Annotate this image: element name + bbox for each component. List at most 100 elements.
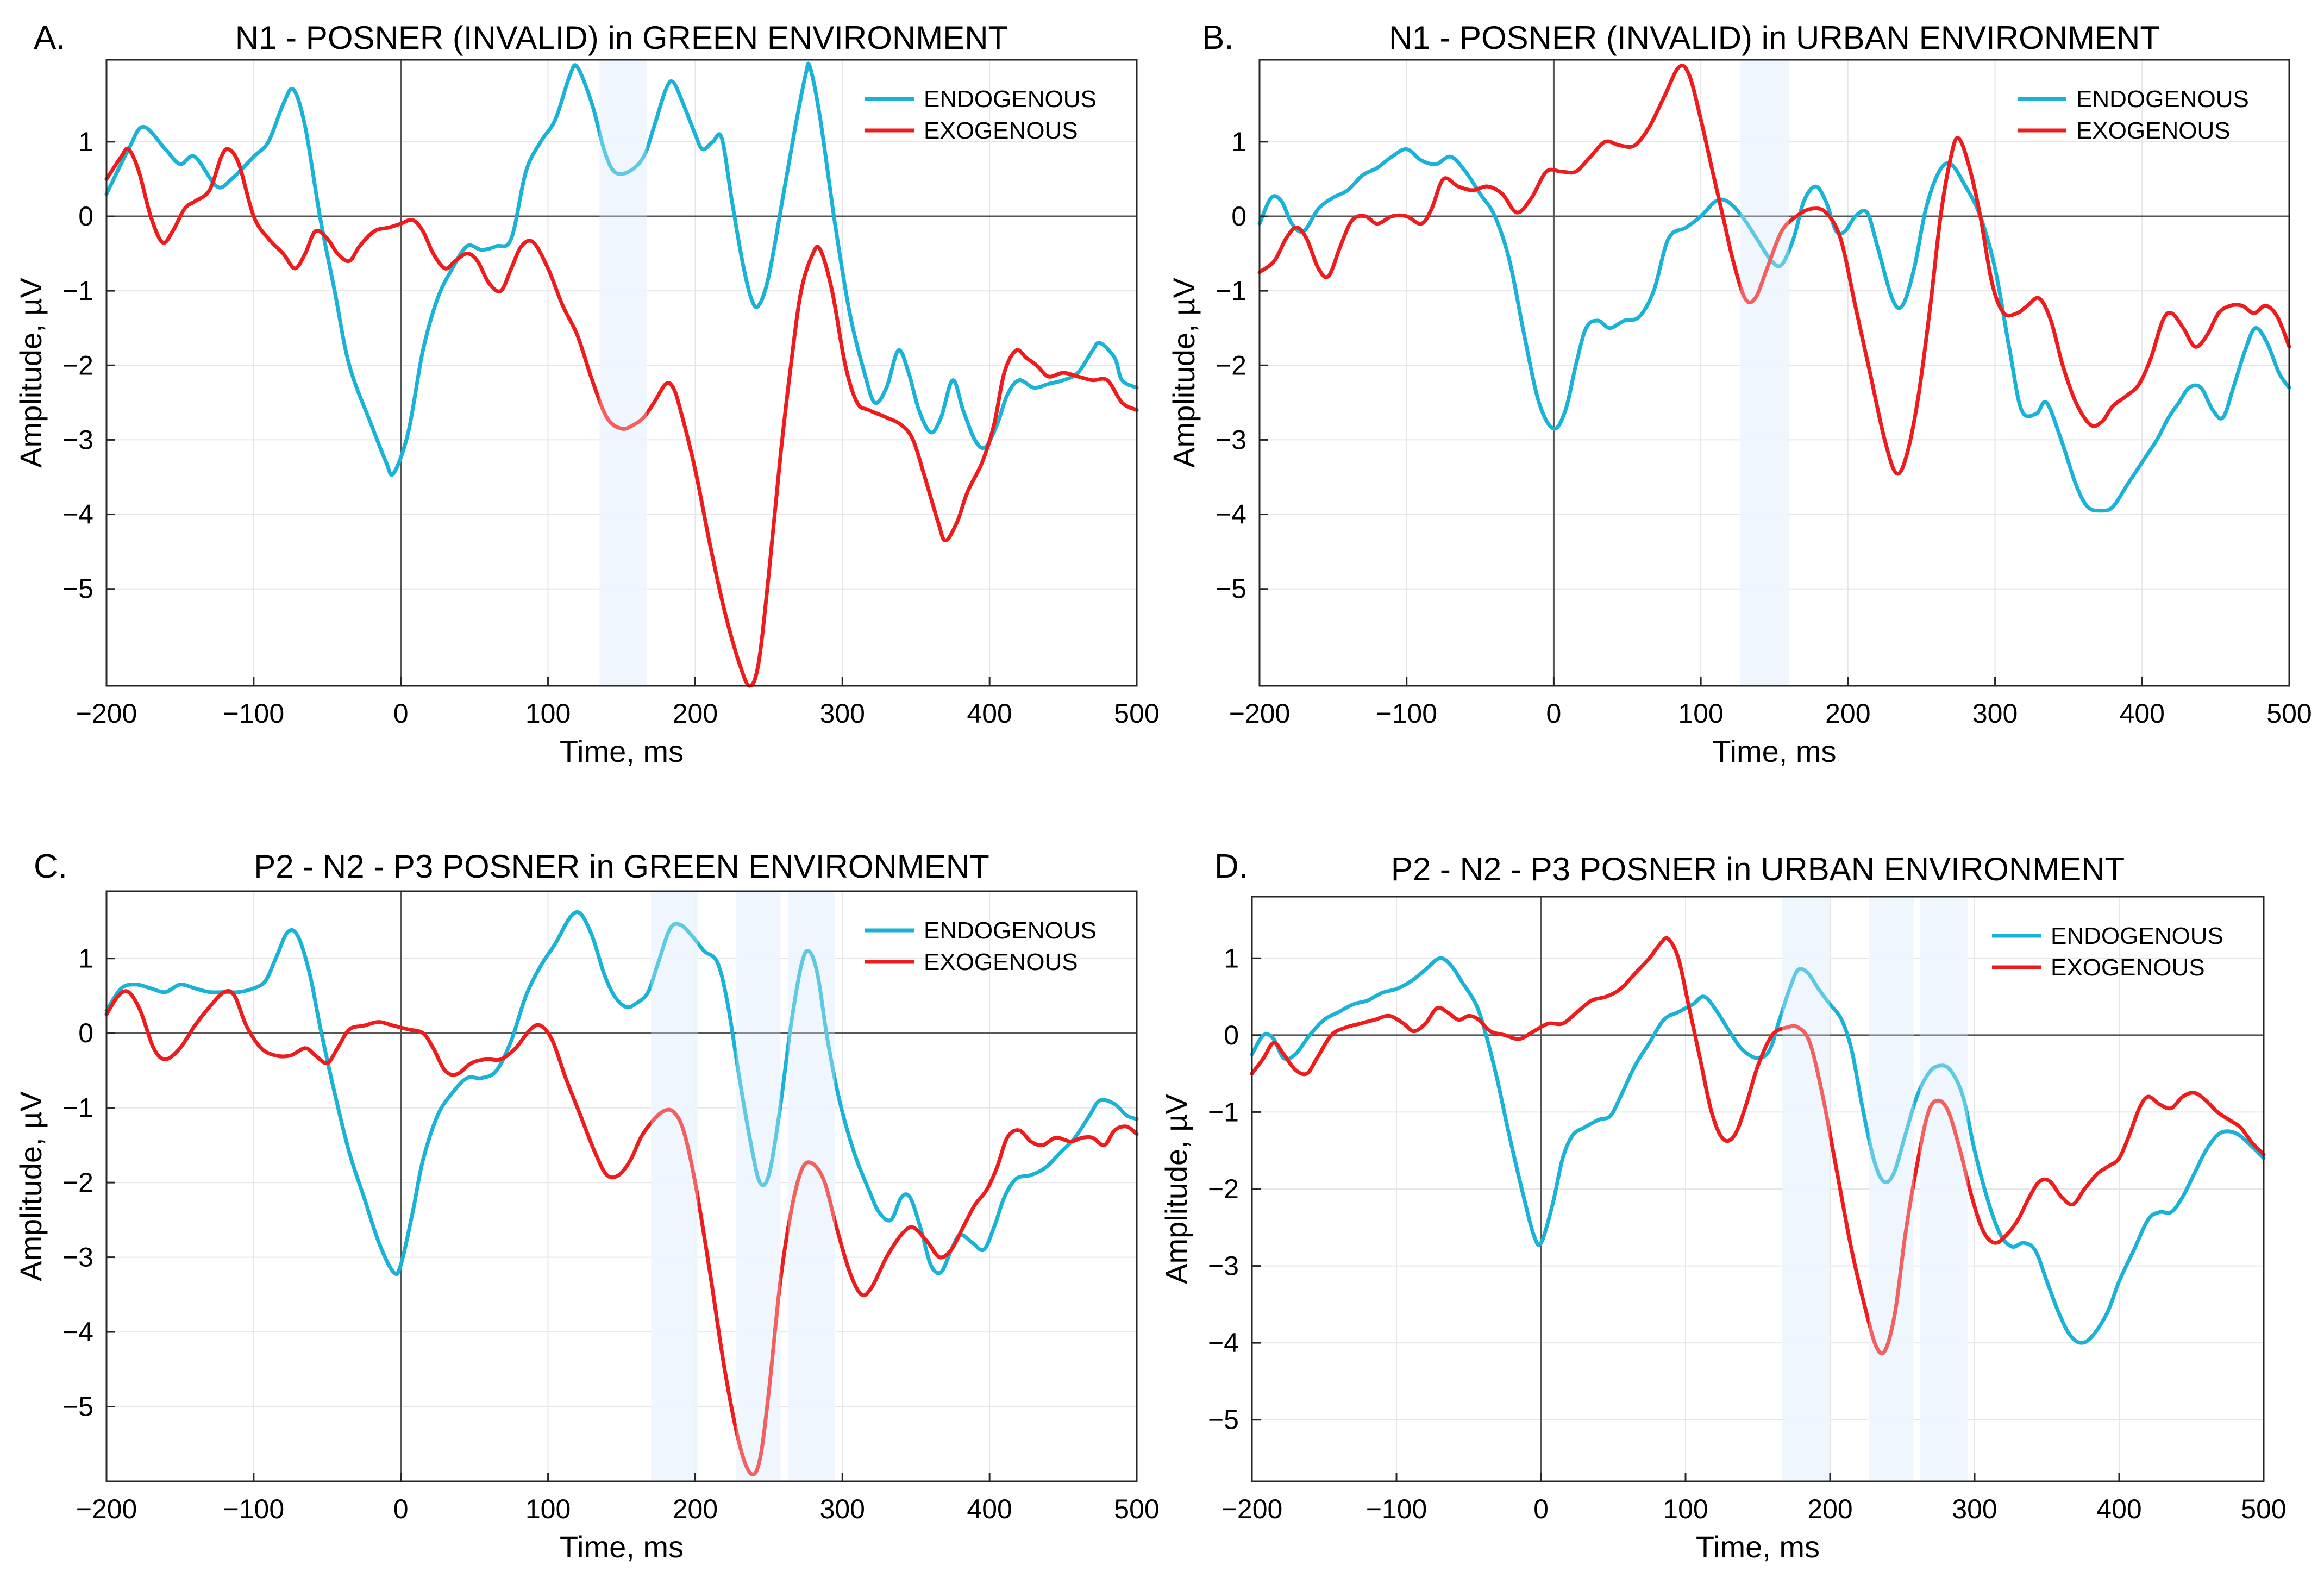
y-tick-label: −5 xyxy=(1216,574,1246,604)
x-tick-label: 500 xyxy=(1114,1494,1159,1524)
panel-letter: C. xyxy=(34,848,67,885)
shaded-window xyxy=(651,891,698,1481)
shaded-window-overlay xyxy=(599,60,647,686)
legend-label-exogenous: EXOGENOUS xyxy=(2051,954,2205,981)
y-tick-label: −4 xyxy=(1208,1328,1239,1358)
shaded-window xyxy=(1869,897,1914,1481)
y-tick-label: −2 xyxy=(62,350,93,380)
x-tick-label: −100 xyxy=(223,1494,285,1524)
x-tick-label: 100 xyxy=(525,1494,571,1524)
y-tick-label: −5 xyxy=(62,1392,93,1422)
shaded-window-overlay xyxy=(1869,897,1914,1481)
x-tick-label: 400 xyxy=(967,698,1012,729)
x-tick-label: −100 xyxy=(1376,698,1437,729)
legend-label-exogenous: EXOGENOUS xyxy=(2076,117,2231,144)
y-tick-label: −5 xyxy=(1208,1405,1239,1435)
x-tick-label: 400 xyxy=(967,1494,1012,1524)
y-tick-label: −3 xyxy=(1208,1251,1239,1281)
shaded-window-overlay xyxy=(1740,60,1789,686)
y-tick-label: −3 xyxy=(62,424,93,455)
x-tick-label: 100 xyxy=(1663,1494,1708,1524)
chart-title: P2 - N2 - P3 POSNER in GREEN ENVIRONMENT xyxy=(254,848,989,885)
x-tick-label: 500 xyxy=(1114,698,1159,729)
x-tick-label: 100 xyxy=(525,698,571,729)
legend-label-exogenous: EXOGENOUS xyxy=(924,949,1078,975)
plot-area xyxy=(107,891,1137,1481)
x-tick-label: 300 xyxy=(820,698,865,729)
y-tick-label: 0 xyxy=(1231,201,1246,231)
x-tick-label: 200 xyxy=(673,698,718,729)
shaded-window-overlay xyxy=(736,891,781,1481)
y-tick-label: 0 xyxy=(78,1018,93,1048)
y-tick-label: −2 xyxy=(1208,1174,1239,1204)
x-tick-label: 200 xyxy=(1807,1494,1852,1524)
x-tick-label: 100 xyxy=(1678,698,1723,729)
y-axis-label: Amplitude, µV xyxy=(14,1091,48,1281)
plot-frame xyxy=(105,890,1138,1482)
panel-letter: A. xyxy=(34,19,66,57)
y-tick-label: −5 xyxy=(62,574,93,604)
x-tick-label: 0 xyxy=(1546,698,1562,729)
shaded-window xyxy=(1919,897,1968,1481)
series-line-endogenous xyxy=(1250,956,2266,1345)
x-tick-label: 500 xyxy=(2241,1494,2286,1524)
x-tick-label: 300 xyxy=(1972,698,2018,729)
shaded-window-overlay xyxy=(1919,897,1968,1481)
x-axis-label: Time, ms xyxy=(560,1530,684,1564)
x-axis-label: Time, ms xyxy=(560,734,684,768)
y-tick-label: −3 xyxy=(1216,424,1246,455)
series-line-exogenous xyxy=(104,146,1139,688)
x-axis-label: Time, ms xyxy=(1712,734,1836,768)
y-tick-label: −1 xyxy=(1208,1097,1239,1127)
series-line-exogenous xyxy=(1257,64,2291,476)
x-tick-label: −200 xyxy=(1229,698,1291,729)
legend-label-exogenous: EXOGENOUS xyxy=(924,117,1078,144)
y-axis-label: Amplitude, µV xyxy=(1167,277,1201,467)
y-tick-label: −2 xyxy=(62,1167,93,1198)
y-tick-label: −1 xyxy=(62,276,93,306)
shaded-window-overlay xyxy=(651,891,698,1481)
series-line-endogenous xyxy=(1257,147,2291,513)
x-tick-label: 400 xyxy=(2096,1494,2141,1524)
series-line-exogenous xyxy=(104,989,1139,1476)
chart-panel-d: −200 −100 0 100 200 300 400 500 1 0 −1 −2 −3 −4 −5 Time… xyxy=(1159,848,2287,1564)
chart-panel-c: −200 −100 0 100 200 300 400 500 1 0 −1 −2 −3 −4 −5 Time… xyxy=(14,848,1160,1564)
legend-label-endogenous: ENDOGENOUS xyxy=(924,86,1097,112)
panel-letter: D. xyxy=(1214,848,1248,885)
x-tick-label: 500 xyxy=(2266,698,2312,729)
y-tick-label: −1 xyxy=(62,1093,93,1123)
y-tick-label: 1 xyxy=(1231,127,1246,157)
y-axis-label: Amplitude, µV xyxy=(1159,1093,1193,1284)
y-tick-label: 1 xyxy=(78,127,93,157)
x-tick-label: 200 xyxy=(1825,698,1870,729)
legend-label-endogenous: ENDOGENOUS xyxy=(2051,923,2223,949)
y-tick-label: −3 xyxy=(62,1242,93,1273)
y-tick-label: 1 xyxy=(1224,943,1239,973)
x-tick-label: 300 xyxy=(1952,1494,1997,1524)
chart-title: N1 - POSNER (INVALID) in URBAN ENVIRONME… xyxy=(1389,20,2160,56)
panel-letter: B. xyxy=(1202,19,1234,57)
shaded-window-overlay xyxy=(788,891,835,1481)
chart-panel-a: −200 −100 0 100 200 300 400 500 1 0 −1 −2 −3 −4 −5 Time… xyxy=(14,19,1160,768)
y-tick-label: 1 xyxy=(78,943,93,974)
chart-panel-b: −200 −100 0 100 200 300 400 500 1 0 −1 −2 −3 −4 −5 Time… xyxy=(1167,19,2312,768)
shaded-window xyxy=(1740,60,1789,686)
x-tick-label: 0 xyxy=(393,698,409,729)
plot-frame xyxy=(105,59,1138,687)
x-tick-label: −100 xyxy=(223,698,285,729)
x-axis-label: Time, ms xyxy=(1696,1530,1820,1564)
shaded-window-overlay xyxy=(1782,897,1830,1481)
y-tick-label: −2 xyxy=(1216,350,1246,380)
y-tick-label: −1 xyxy=(1216,276,1246,306)
y-tick-label: 0 xyxy=(78,201,93,231)
y-tick-label: −4 xyxy=(62,1317,93,1347)
y-tick-label: 0 xyxy=(1224,1020,1239,1050)
chart-title: P2 - N2 - P3 POSNER in URBAN ENVIRONMENT xyxy=(1391,851,2125,887)
x-tick-label: −200 xyxy=(76,1494,137,1524)
x-tick-label: 400 xyxy=(2120,698,2165,729)
chart-title: N1 - POSNER (INVALID) in GREEN ENVIRONME… xyxy=(235,20,1008,56)
legend-label-endogenous: ENDOGENOUS xyxy=(2076,86,2249,112)
plot-frame xyxy=(1258,59,2290,687)
x-tick-label: 300 xyxy=(820,1494,865,1524)
